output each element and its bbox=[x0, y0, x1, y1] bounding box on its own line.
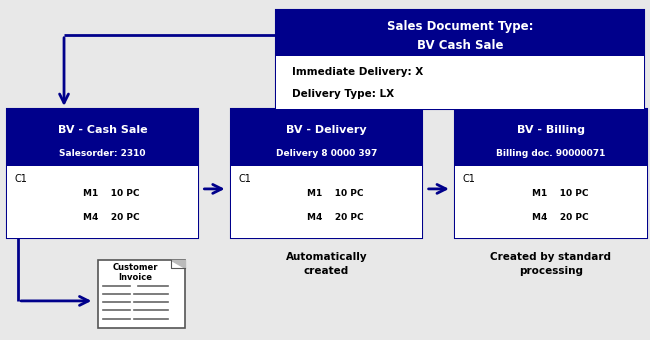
Text: Sales Document Type:: Sales Document Type: bbox=[387, 20, 533, 33]
FancyBboxPatch shape bbox=[455, 109, 647, 238]
FancyBboxPatch shape bbox=[98, 260, 185, 328]
Text: M4    20 PC: M4 20 PC bbox=[83, 213, 140, 222]
Text: Delivery Type: LX: Delivery Type: LX bbox=[292, 89, 395, 99]
Text: Salesorder: 2310: Salesorder: 2310 bbox=[59, 149, 146, 158]
Text: BV Cash Sale: BV Cash Sale bbox=[417, 39, 503, 52]
Text: Customer
Invoice: Customer Invoice bbox=[112, 262, 158, 282]
Text: Immediate Delivery: X: Immediate Delivery: X bbox=[292, 67, 424, 76]
FancyBboxPatch shape bbox=[276, 10, 644, 109]
FancyBboxPatch shape bbox=[231, 109, 422, 238]
Text: C1: C1 bbox=[463, 174, 476, 184]
FancyBboxPatch shape bbox=[6, 109, 198, 238]
Text: BV - Cash Sale: BV - Cash Sale bbox=[58, 125, 147, 135]
Text: Automatically
created: Automatically created bbox=[286, 252, 367, 276]
Text: C1: C1 bbox=[239, 174, 252, 184]
FancyBboxPatch shape bbox=[276, 55, 644, 109]
Text: Delivery 8 0000 397: Delivery 8 0000 397 bbox=[276, 149, 377, 158]
Text: BV - Delivery: BV - Delivery bbox=[286, 125, 367, 135]
FancyBboxPatch shape bbox=[455, 166, 647, 238]
Text: C1: C1 bbox=[14, 174, 27, 184]
FancyBboxPatch shape bbox=[6, 166, 198, 238]
FancyBboxPatch shape bbox=[231, 166, 422, 238]
Text: Created by standard
processing: Created by standard processing bbox=[490, 252, 612, 276]
Text: M4    20 PC: M4 20 PC bbox=[532, 213, 588, 222]
Text: M4    20 PC: M4 20 PC bbox=[307, 213, 364, 222]
Text: M1    10 PC: M1 10 PC bbox=[532, 189, 588, 198]
Text: M1    10 PC: M1 10 PC bbox=[307, 189, 364, 198]
Polygon shape bbox=[171, 260, 185, 268]
Text: M1    10 PC: M1 10 PC bbox=[83, 189, 140, 198]
Text: Billing doc. 90000071: Billing doc. 90000071 bbox=[496, 149, 606, 158]
Text: BV - Billing: BV - Billing bbox=[517, 125, 585, 135]
